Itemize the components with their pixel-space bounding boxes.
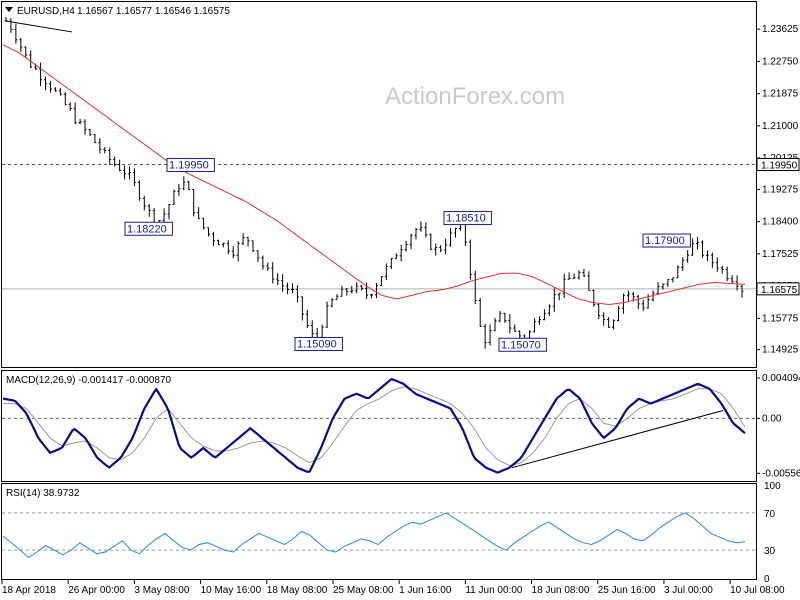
hline-price-label: 1.19950 — [761, 161, 798, 172]
price-ytick-label: 1.15775 — [762, 313, 799, 324]
price-panel-border — [1, 1, 757, 368]
rsi-plot — [2, 512, 756, 559]
axes: 1.236251.227501.218751.210001.201251.192… — [1, 24, 800, 596]
x-tick-label: 25 Jun 16:00 — [598, 585, 656, 596]
x-tick-label: 25 May 08:00 — [333, 585, 394, 596]
trend-line-top — [4, 20, 73, 33]
price-ytick-label: 1.23625 — [762, 24, 799, 35]
price-ytick-label: 1.21875 — [762, 89, 799, 100]
moving-average-line — [2, 44, 746, 305]
macd-ytick-label: -0.005568 — [762, 468, 800, 479]
ohlc-values: 1.16567 1.16577 1.16546 1.16575 — [77, 6, 230, 17]
price-annotation-box — [498, 337, 547, 352]
macd-trend-line — [511, 409, 724, 469]
price-plot: 1.19950 1.18220 1.18510 1.15090 1.15070 1.179… — [2, 17, 756, 352]
price-annotation-label: 1.17900 — [645, 235, 685, 247]
x-tick-label: 10 May 16:00 — [201, 585, 262, 596]
price-annotation-label: 1.15070 — [501, 339, 541, 351]
x-tick-label: 1 Jun 16:00 — [399, 585, 452, 596]
macd-ytick-label: 0.00 — [762, 413, 782, 424]
macd-line — [2, 378, 746, 474]
price-annotation-box — [294, 337, 343, 352]
x-tick-label: 11 Jun 00:00 — [465, 585, 523, 596]
x-tick-label: 10 Jul 08:00 — [730, 585, 785, 596]
price-ytick-label: 1.22750 — [762, 56, 799, 67]
x-tick-label: 18 Apr 2018 — [2, 585, 56, 596]
hline-price-box — [756, 158, 800, 172]
last-price-box — [756, 282, 800, 296]
price-ytick-label: 1.17525 — [762, 249, 799, 260]
price-annotation-label: 1.18510 — [446, 213, 486, 225]
symbol-label: EURUSD,H4 — [17, 6, 75, 17]
price-annotation-label: 1.19950 — [169, 160, 209, 172]
watermark: ActionForex.com — [385, 83, 565, 110]
dropdown-triangle-icon[interactable] — [5, 7, 13, 12]
x-tick-label: 3 May 08:00 — [134, 585, 189, 596]
price-ytick-label: 1.18400 — [762, 217, 799, 228]
rsi-ytick-label: 70 — [764, 509, 776, 520]
macd-title: MACD(12,26,9) -0.001417 -0.000870 — [6, 375, 172, 386]
x-tick-label: 3 Jul 00:00 — [664, 585, 713, 596]
x-tick-label: 26 Apr 00:00 — [68, 585, 125, 596]
price-annotation-box — [443, 211, 492, 226]
price-annotation-label: 1.18220 — [127, 223, 167, 235]
last-price-label: 1.16575 — [761, 285, 798, 296]
macd-ytick-label: 0.004094 — [762, 373, 800, 384]
macd-signal-line — [3, 386, 746, 467]
macd-panel-border — [1, 370, 757, 482]
rsi-panel-border — [1, 483, 757, 580]
price-ytick-label: 1.21000 — [762, 121, 799, 132]
price-annotation-box — [642, 233, 691, 248]
price-ytick-label: 1.19275 — [762, 184, 799, 195]
macd-plot — [2, 378, 756, 474]
rsi-ytick-label: 100 — [764, 481, 781, 492]
price-ytick-label: 1.14925 — [762, 345, 799, 356]
price-annotation-box — [124, 221, 173, 236]
rsi-ytick-label: 30 — [764, 546, 776, 557]
x-tick-label: 18 Jun 08:00 — [532, 585, 590, 596]
price-annotation-box — [166, 158, 215, 173]
rsi-ytick-label: 0 — [764, 574, 770, 585]
x-tick-label: 18 May 08:00 — [267, 585, 328, 596]
price-annotation-label: 1.15090 — [297, 339, 337, 351]
rsi-title: RSI(14) 38.9732 — [6, 488, 80, 499]
rsi-line — [2, 512, 746, 559]
